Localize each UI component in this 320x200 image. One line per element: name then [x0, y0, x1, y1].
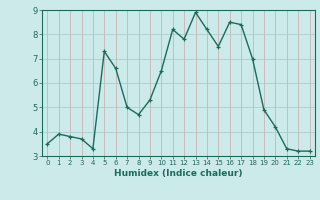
X-axis label: Humidex (Indice chaleur): Humidex (Indice chaleur) — [114, 169, 243, 178]
